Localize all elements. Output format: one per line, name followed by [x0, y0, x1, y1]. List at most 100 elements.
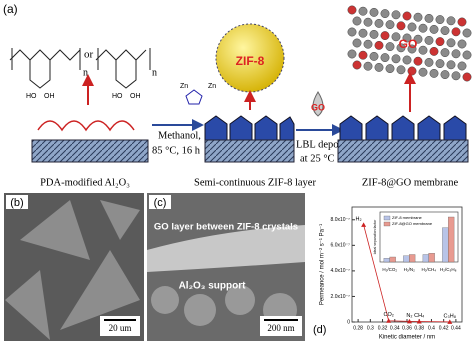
- point-label: C₃H₈: [444, 313, 456, 319]
- x-tick-label: 0.28: [353, 325, 363, 331]
- legend-label: ZIF-8 membrane: [392, 215, 423, 220]
- inset-bar: [428, 253, 435, 263]
- membrane-atom: [396, 21, 406, 31]
- membrane-atom: [391, 54, 401, 64]
- y-tick-label: 6.0x10⁻⁷: [331, 243, 351, 249]
- x-tick-label: 0.36: [402, 325, 412, 331]
- structure-label: OH: [44, 93, 55, 100]
- membrane-atom: [363, 39, 373, 49]
- imidazole: [185, 89, 203, 105]
- caption: Semi-continuous ZIF-8 layer: [194, 177, 316, 188]
- membrane-atom: [418, 23, 428, 33]
- membrane-atom: [369, 51, 379, 61]
- membrane-atom: [374, 18, 384, 28]
- inset-bar: [422, 254, 429, 263]
- membrane-atom: [396, 43, 406, 53]
- membrane-atom: [363, 17, 373, 27]
- membrane-atom: [435, 59, 445, 69]
- point-label: CO₂: [383, 312, 393, 318]
- x-tick-label: 0.32: [378, 325, 388, 331]
- shape: [20, 200, 90, 260]
- membrane-atom: [440, 48, 450, 58]
- annotation: GO layer between ZIF-8 crystals: [154, 222, 298, 233]
- membrane-atom: [385, 20, 395, 30]
- shape: [5, 270, 50, 340]
- membrane-atom: [380, 9, 390, 19]
- shape: [339, 115, 363, 141]
- structure-label: OH: [130, 93, 141, 100]
- inset-bar: [403, 255, 410, 263]
- membrane-atom: [347, 49, 357, 59]
- x-tick-label: 0.34: [390, 325, 400, 331]
- go-membrane: [347, 5, 472, 82]
- point: [447, 319, 453, 324]
- membrane-atom: [451, 49, 461, 59]
- shape: [60, 250, 140, 330]
- y-axis-label: Permeance / mol m⁻² s⁻¹ Pa⁻¹: [320, 224, 326, 305]
- zif8-layer: [204, 115, 295, 141]
- membrane-atom: [402, 33, 412, 43]
- x-axis-label: Kinetic diameter / nm: [379, 335, 435, 341]
- membrane-atom: [385, 42, 395, 52]
- membrane-atom: [451, 27, 461, 37]
- membrane-atom: [440, 70, 450, 80]
- membrane-atom: [440, 26, 450, 36]
- x-tick-label: 0.4: [428, 325, 435, 331]
- membrane-atom: [380, 31, 390, 41]
- y-tick-label: 8.0x10⁻⁷: [331, 217, 351, 223]
- membrane-atom: [380, 53, 390, 63]
- membrane-atom: [352, 16, 362, 26]
- shape: [365, 115, 389, 141]
- chart: 0 2.0x10⁻⁷ 4.0x10⁻⁷ 6.0x10⁻⁷ 8.0x10⁻⁷ 0.28 0.3…: [313, 206, 463, 341]
- membrane-atom: [457, 39, 467, 49]
- substrate: [31, 139, 149, 163]
- panel-label: (a): [3, 2, 18, 16]
- membrane-atom: [385, 64, 395, 74]
- membrane-atom: [413, 12, 423, 22]
- membrane-atom: [352, 60, 362, 70]
- go-drop: [312, 91, 324, 117]
- membrane-atom: [402, 55, 412, 65]
- membrane-atom: [413, 56, 423, 66]
- caption: ZIF-8@GO membrane: [362, 177, 459, 188]
- lbl: at 25 °C: [300, 153, 335, 164]
- shape: [417, 115, 441, 141]
- y-tick-label: 2.0x10⁻⁷: [331, 294, 351, 300]
- legend-label: ZIF-8@GO membrane: [392, 221, 433, 226]
- x-tick-label: 0.42: [439, 325, 449, 331]
- inset-y-label: Ideal separation factor: [373, 219, 377, 254]
- membrane-atom: [457, 61, 467, 71]
- inset-bar: [389, 256, 396, 263]
- crystals: [5, 200, 140, 340]
- membrane-atom: [369, 7, 379, 17]
- membrane-atom: [369, 29, 379, 39]
- point-label: N₂: [406, 313, 412, 319]
- membrane-atom: [347, 27, 357, 37]
- method: 85 °C, 16 h: [152, 145, 201, 156]
- label-box: [6, 195, 28, 209]
- inset-bar: [448, 216, 455, 263]
- x-tick-label: 0.3: [367, 325, 374, 331]
- zn: Zn: [208, 83, 216, 90]
- pda-chain: [37, 120, 135, 132]
- point: [416, 318, 422, 324]
- panel-label: (c): [154, 197, 167, 209]
- shape: [443, 115, 467, 141]
- shape: [97, 48, 151, 70]
- membrane-atom: [457, 17, 467, 27]
- membrane-atom: [446, 60, 456, 70]
- method: Methanol,: [158, 130, 201, 141]
- shape: [115, 60, 137, 89]
- membrane-atom: [418, 45, 428, 55]
- shape: [100, 200, 140, 240]
- membrane-atom: [363, 61, 373, 71]
- membrane-atom: [396, 65, 406, 75]
- membrane-atom: [407, 22, 417, 32]
- lbl: LBL deposition: [296, 139, 363, 150]
- structure-label: HO: [26, 93, 37, 100]
- zif8-layer: [339, 115, 467, 141]
- y-tick-label: 4.0x10⁻⁷: [331, 268, 351, 274]
- structure: [9, 48, 151, 89]
- membrane-atom: [358, 50, 368, 60]
- membrane-atom: [429, 68, 439, 78]
